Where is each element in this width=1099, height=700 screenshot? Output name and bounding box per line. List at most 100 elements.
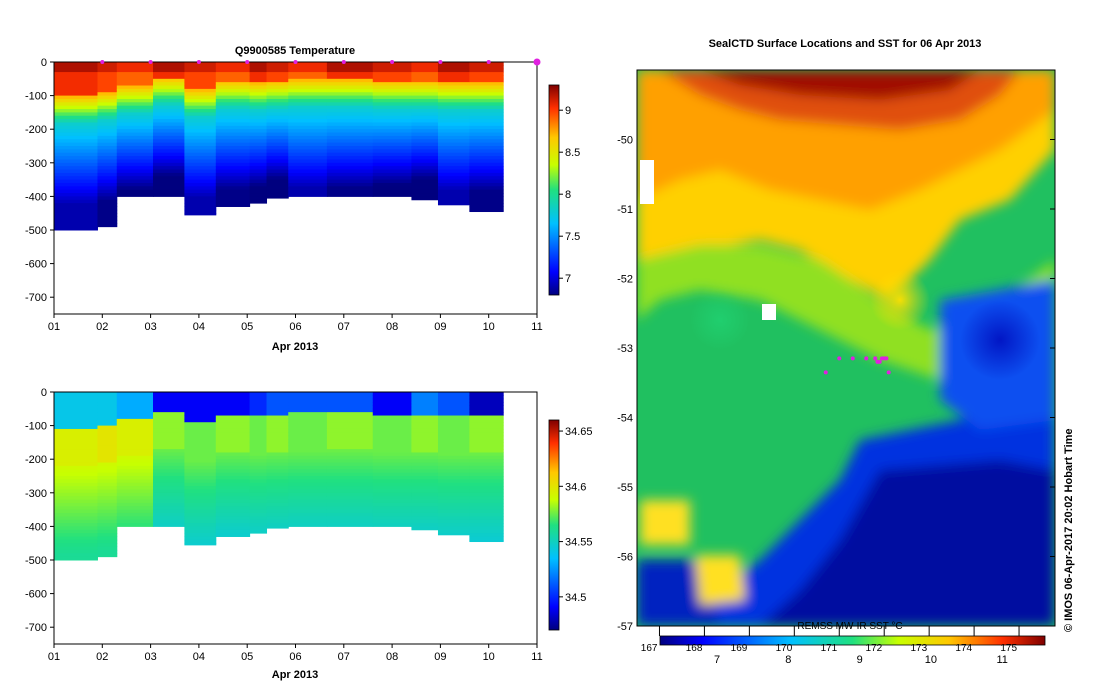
temp-cell [153,179,185,184]
temp-cell [184,182,217,187]
salinity-cell [326,402,374,406]
salinity-cell [288,449,328,453]
salinity-cell [326,425,374,430]
temp-cell [116,169,154,174]
salinity-cell [372,489,412,494]
salinity-cell [54,543,98,548]
y-tick-label: -300 [25,158,47,170]
temp-cell [116,189,154,194]
salinity-cell [116,402,154,406]
salinity-cell [411,509,439,514]
salinity-cell [266,459,289,464]
temp-cell [411,189,439,194]
temp-cell [54,88,98,93]
temp-cell [372,65,412,70]
salinity-cell [215,499,251,504]
salinity-cell [97,395,118,400]
salinity-cell [372,412,412,417]
salinity-cell [469,392,504,396]
temp-cell [469,78,504,83]
salinity-cell [288,425,328,430]
temp-cell [469,203,504,207]
salinity-cell [54,519,98,524]
salinity-cell [97,408,118,413]
temp-cell [266,149,289,154]
temp-cell [184,132,217,137]
salinity-cell [97,445,118,450]
salinity-cell [326,395,374,400]
temp-cell [266,193,289,197]
temp-cell [288,156,328,160]
salinity-cell [266,492,289,497]
temp-cell [249,156,268,160]
y-tick-label: -100 [25,91,47,103]
temp-cell [372,135,412,140]
temp-cell [372,112,412,117]
salinity-cell [184,449,217,453]
salinity-cell [437,523,470,527]
salinity-cell [249,462,268,467]
temp-cell [266,142,289,147]
salinity-cell [266,392,289,396]
temp-cell [54,82,98,87]
salinity-cell [116,428,154,433]
salinity-cell [54,469,98,474]
salinity-cell [288,492,328,497]
salinity-cell [372,442,412,447]
temp-cell [215,139,251,144]
temp-cell [184,169,217,174]
temp-cell [411,109,439,113]
temp-cell [266,129,289,134]
salinity-cell [184,408,217,413]
temp-cell [411,162,439,167]
salinity-cell [326,506,374,511]
salinity-cell [372,398,412,403]
temp-cell [215,125,251,130]
salinity-cell [215,506,251,511]
salinity-cell [266,469,289,474]
salinity-cell [469,482,504,487]
salinity-cell [326,479,374,484]
salinity-cell [153,395,185,400]
temp-cell [288,112,328,117]
salinity-cell [184,486,217,490]
salinity-cell [215,449,251,453]
lon-tick-label: 174 [955,643,972,654]
x-tick-label: 01 [48,321,60,333]
temp-cell [249,193,268,197]
salinity-cell [326,462,374,467]
temp-cell [372,159,412,164]
temp-cell [288,62,328,66]
temp-cell [97,223,118,228]
temp-cell [288,109,328,113]
temp-cell [215,176,251,181]
salinity-cell [153,408,185,413]
salinity-cell [54,428,98,433]
salinity-cell [215,516,251,521]
temp-cell [184,179,217,184]
temp-colorbar-ticks: 9 8.5 8 7.5 7 [559,105,580,285]
salinity-cell [326,469,374,474]
temp-cell [411,149,439,154]
salinity-cell [54,556,98,561]
colorbar-tick-label: 8.5 [565,147,580,159]
temp-cell [437,98,470,103]
temp-cell [97,142,118,147]
temp-cell [288,92,328,97]
temp-cell [437,193,470,197]
temp-cell [469,82,504,87]
salinity-cell [116,442,154,447]
salinity-cell [249,489,268,494]
salinity-cell [97,529,118,534]
salinity-cell [437,442,470,447]
profile-marker [293,60,298,64]
temp-cell [411,119,439,123]
temp-cell [266,139,289,144]
temp-cell [249,72,268,76]
temp-cell [266,65,289,70]
temp-cell [437,135,470,140]
temp-cell [249,186,268,191]
salinity-cell [372,452,412,457]
seal-location-point [864,356,869,361]
temp-cell [249,92,268,97]
